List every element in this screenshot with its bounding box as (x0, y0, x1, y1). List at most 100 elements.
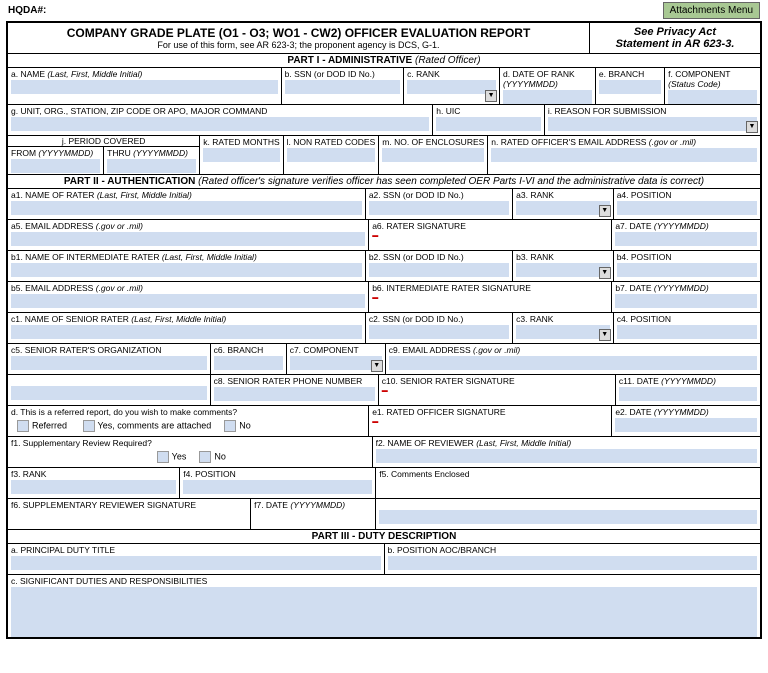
form-title: COMPANY GRADE PLATE (O1 - O3; WO1 - CW2)… (11, 26, 586, 40)
field-c3: c3. RANK ▼ (513, 313, 614, 343)
field-f5: f5. Comments Enclosed (376, 468, 760, 498)
part3-header: PART III - DUTY DESCRIPTION (8, 530, 760, 544)
branch-input[interactable] (599, 80, 661, 94)
reason-dropdown-icon[interactable]: ▼ (746, 121, 758, 133)
c1-input[interactable] (11, 325, 362, 339)
rank-dropdown-icon[interactable]: ▼ (485, 90, 497, 102)
non-rated-input[interactable] (287, 148, 376, 162)
supp-no-checkbox[interactable] (199, 451, 211, 463)
a6-signature[interactable]: ▬ (372, 233, 608, 239)
f5b-input[interactable] (379, 510, 757, 524)
rated-months-input[interactable] (203, 148, 279, 162)
c10-signature[interactable]: ▬ (382, 388, 612, 394)
c8-input[interactable] (214, 387, 375, 401)
a2-input[interactable] (369, 201, 509, 215)
field-f7: f7. DATE (YYYYMMDD) (251, 499, 376, 529)
field-b7: b7. DATE (YYYYMMDD) (612, 282, 760, 312)
field-c4: c4. POSITION (614, 313, 760, 343)
field-a6: a6. RATER SIGNATURE ▬ (369, 220, 612, 250)
rank-input[interactable] (407, 80, 496, 94)
oer-form: COMPANY GRADE PLATE (O1 - O3; WO1 - CW2)… (6, 21, 762, 639)
c4-input[interactable] (617, 325, 757, 339)
officer-email-input[interactable] (491, 148, 757, 162)
form-title-cell: COMPANY GRADE PLATE (O1 - O3; WO1 - CW2)… (8, 23, 590, 53)
field-ssn: b. SSN (or DOD ID No.) (282, 68, 405, 104)
field-c6: c6. BRANCH (211, 344, 287, 374)
e1-signature[interactable]: ▬ (372, 419, 608, 425)
field-f3: f3. RANK (8, 468, 180, 498)
field-a5: a5. EMAIL ADDRESS (.gov or .mil) (8, 220, 369, 250)
unit-input[interactable] (11, 117, 429, 131)
c11-input[interactable] (619, 387, 757, 401)
field-f6: f6. SUPPLEMENTARY REVIEWER SIGNATURE (8, 499, 251, 529)
thru-input[interactable] (107, 159, 196, 173)
b4-input[interactable] (617, 263, 757, 277)
c5b-input[interactable] (11, 386, 207, 400)
field-duty-title: a. PRINCIPAL DUTY TITLE (8, 544, 385, 574)
name-input[interactable] (11, 80, 278, 94)
b6-signature[interactable]: ▬ (372, 295, 608, 301)
field-sig-duties: c. SIGNIFICANT DUTIES AND RESPONSIBILITI… (8, 575, 760, 637)
yes-comments-checkbox[interactable] (83, 420, 95, 432)
c9-input[interactable] (389, 356, 757, 370)
from-input[interactable] (11, 159, 100, 173)
f4-input[interactable] (183, 480, 372, 494)
field-c11: c11. DATE (YYYYMMDD) (616, 375, 760, 405)
field-c1: c1. NAME OF SENIOR RATER (Last, First, M… (8, 313, 366, 343)
field-f4: f4. POSITION (180, 468, 376, 498)
referred-checkbox[interactable] (17, 420, 29, 432)
field-f5b (376, 499, 760, 529)
b7-input[interactable] (615, 294, 757, 308)
field-e1: e1. RATED OFFICER SIGNATURE ▬ (369, 406, 612, 436)
c7-dropdown-icon[interactable]: ▼ (371, 360, 383, 372)
enclosures-input[interactable] (382, 148, 484, 162)
field-c2: c2. SSN (or DOD ID No.) (366, 313, 513, 343)
date-rank-input[interactable] (503, 90, 592, 104)
aoc-branch-input[interactable] (388, 556, 758, 570)
attachments-menu-button[interactable]: Attachments Menu (663, 2, 760, 19)
field-b3: b3. RANK ▼ (513, 251, 614, 281)
e2-input[interactable] (615, 418, 757, 432)
field-enclosures: m. NO. OF ENCLOSURES (379, 136, 488, 174)
component-input[interactable] (668, 90, 757, 104)
a7-input[interactable] (615, 232, 757, 246)
field-d: d. This is a referred report, do you wis… (8, 406, 369, 436)
uic-input[interactable] (436, 117, 541, 131)
field-b5: b5. EMAIL ADDRESS (.gov or .mil) (8, 282, 369, 312)
field-non-rated: l. NON RATED CODES (284, 136, 380, 174)
field-a2: a2. SSN (or DOD ID No.) (366, 189, 513, 219)
a3-input[interactable] (516, 201, 610, 215)
supp-yes-checkbox[interactable] (157, 451, 169, 463)
no-checkbox[interactable] (224, 420, 236, 432)
a5-input[interactable] (11, 232, 365, 246)
field-unit: g. UNIT, ORG., STATION, ZIP CODE OR APO,… (8, 105, 433, 135)
c7-input[interactable] (290, 356, 382, 370)
field-b6: b6. INTERMEDIATE RATER SIGNATURE ▬ (369, 282, 612, 312)
rater-name-input[interactable] (11, 201, 362, 215)
reason-input[interactable] (548, 117, 757, 131)
c6-input[interactable] (214, 356, 283, 370)
c3-dropdown-icon[interactable]: ▼ (599, 329, 611, 341)
ssn-input[interactable] (285, 80, 401, 94)
sig-duties-input[interactable] (11, 587, 757, 637)
field-e2: e2. DATE (YYYYMMDD) (612, 406, 760, 436)
b3-dropdown-icon[interactable]: ▼ (599, 267, 611, 279)
a4-input[interactable] (617, 201, 757, 215)
form-subtitle: For use of this form, see AR 623-3; the … (11, 40, 586, 50)
a3-dropdown-icon[interactable]: ▼ (599, 205, 611, 217)
field-c5b (8, 375, 211, 405)
field-c9: c9. EMAIL ADDRESS (.gov or .mil) (386, 344, 760, 374)
b3-input[interactable] (516, 263, 610, 277)
field-b1: b1. NAME OF INTERMEDIATE RATER (Last, Fi… (8, 251, 366, 281)
field-c8: c8. SENIOR RATER PHONE NUMBER (211, 375, 379, 405)
b2-input[interactable] (369, 263, 509, 277)
f2-input[interactable] (376, 449, 757, 463)
field-b2: b2. SSN (or DOD ID No.) (366, 251, 513, 281)
duty-title-input[interactable] (11, 556, 381, 570)
c5-input[interactable] (11, 356, 207, 370)
f3-input[interactable] (11, 480, 176, 494)
c2-input[interactable] (369, 325, 509, 339)
c3-input[interactable] (516, 325, 610, 339)
b5-input[interactable] (11, 294, 365, 308)
b1-input[interactable] (11, 263, 362, 277)
